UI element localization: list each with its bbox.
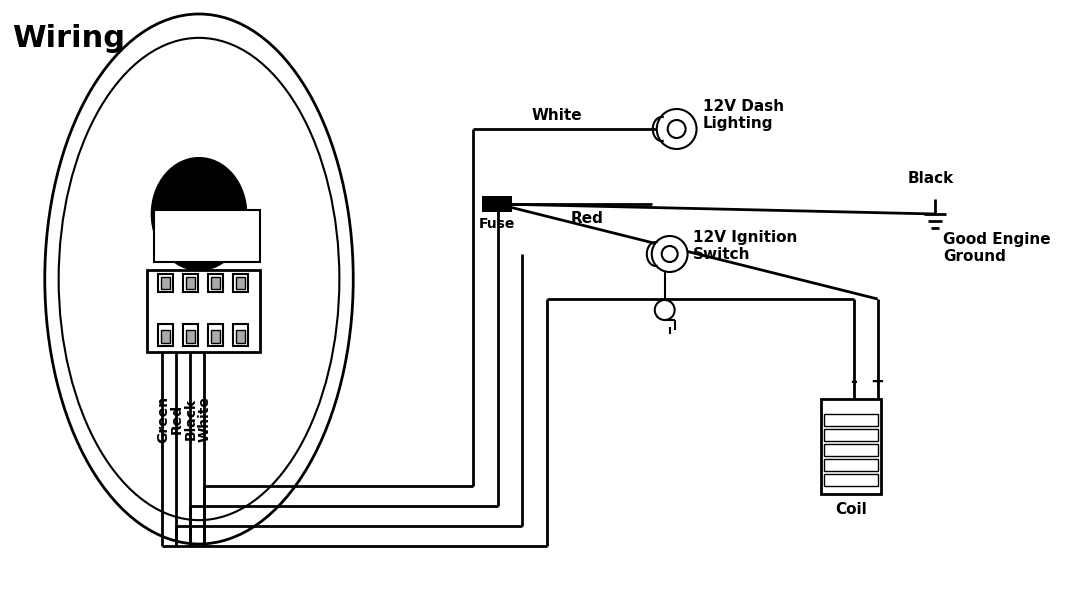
Bar xyxy=(186,330,195,343)
Text: White: White xyxy=(532,108,582,123)
Bar xyxy=(211,277,220,289)
Text: +12V: +12V xyxy=(226,240,248,249)
Text: Wiring: Wiring xyxy=(12,24,125,53)
Bar xyxy=(158,324,173,346)
Ellipse shape xyxy=(152,158,246,270)
Text: SIG: SIG xyxy=(158,217,173,226)
Bar xyxy=(824,459,878,471)
Bar xyxy=(208,274,222,292)
Bar xyxy=(235,330,245,343)
Ellipse shape xyxy=(44,14,353,544)
Bar xyxy=(186,277,195,289)
Text: +12V: +12V xyxy=(153,240,176,249)
Bar xyxy=(482,196,513,212)
Circle shape xyxy=(651,236,688,272)
Text: OUT: OUT xyxy=(228,217,246,226)
Circle shape xyxy=(657,109,697,149)
Bar xyxy=(824,414,878,426)
Text: Green: Green xyxy=(157,396,171,443)
Bar xyxy=(147,270,259,352)
Text: GND: GND xyxy=(179,240,199,249)
Bar xyxy=(184,324,198,346)
Text: LAMP: LAMP xyxy=(201,240,225,249)
Bar xyxy=(184,274,198,292)
Text: -: - xyxy=(850,373,858,391)
Bar xyxy=(824,429,878,441)
Text: Black: Black xyxy=(184,398,198,440)
Text: LAMP: LAMP xyxy=(177,217,201,226)
Bar xyxy=(824,474,878,486)
Text: 12V Ignition
Switch: 12V Ignition Switch xyxy=(692,230,797,262)
Bar xyxy=(158,274,173,292)
Ellipse shape xyxy=(58,38,339,520)
Text: Good Engine
Ground: Good Engine Ground xyxy=(943,232,1051,264)
Bar xyxy=(211,330,220,343)
Bar xyxy=(208,324,222,346)
Circle shape xyxy=(654,300,675,320)
Bar xyxy=(154,210,259,262)
Bar xyxy=(233,324,247,346)
Circle shape xyxy=(662,246,677,262)
Text: Black: Black xyxy=(907,171,954,186)
Circle shape xyxy=(667,120,686,138)
Text: Red: Red xyxy=(570,211,604,226)
Text: White: White xyxy=(198,396,212,442)
Bar xyxy=(235,277,245,289)
Bar xyxy=(161,277,171,289)
Text: 12V Dash
Lighting: 12V Dash Lighting xyxy=(702,99,784,131)
Text: Coil: Coil xyxy=(835,502,866,517)
Bar xyxy=(233,274,247,292)
Text: Red: Red xyxy=(171,404,184,434)
Text: GND: GND xyxy=(203,217,222,226)
Bar xyxy=(161,330,171,343)
Bar xyxy=(821,399,880,494)
Text: +: + xyxy=(870,373,885,391)
Bar xyxy=(824,444,878,456)
Text: Fuse: Fuse xyxy=(478,217,515,231)
